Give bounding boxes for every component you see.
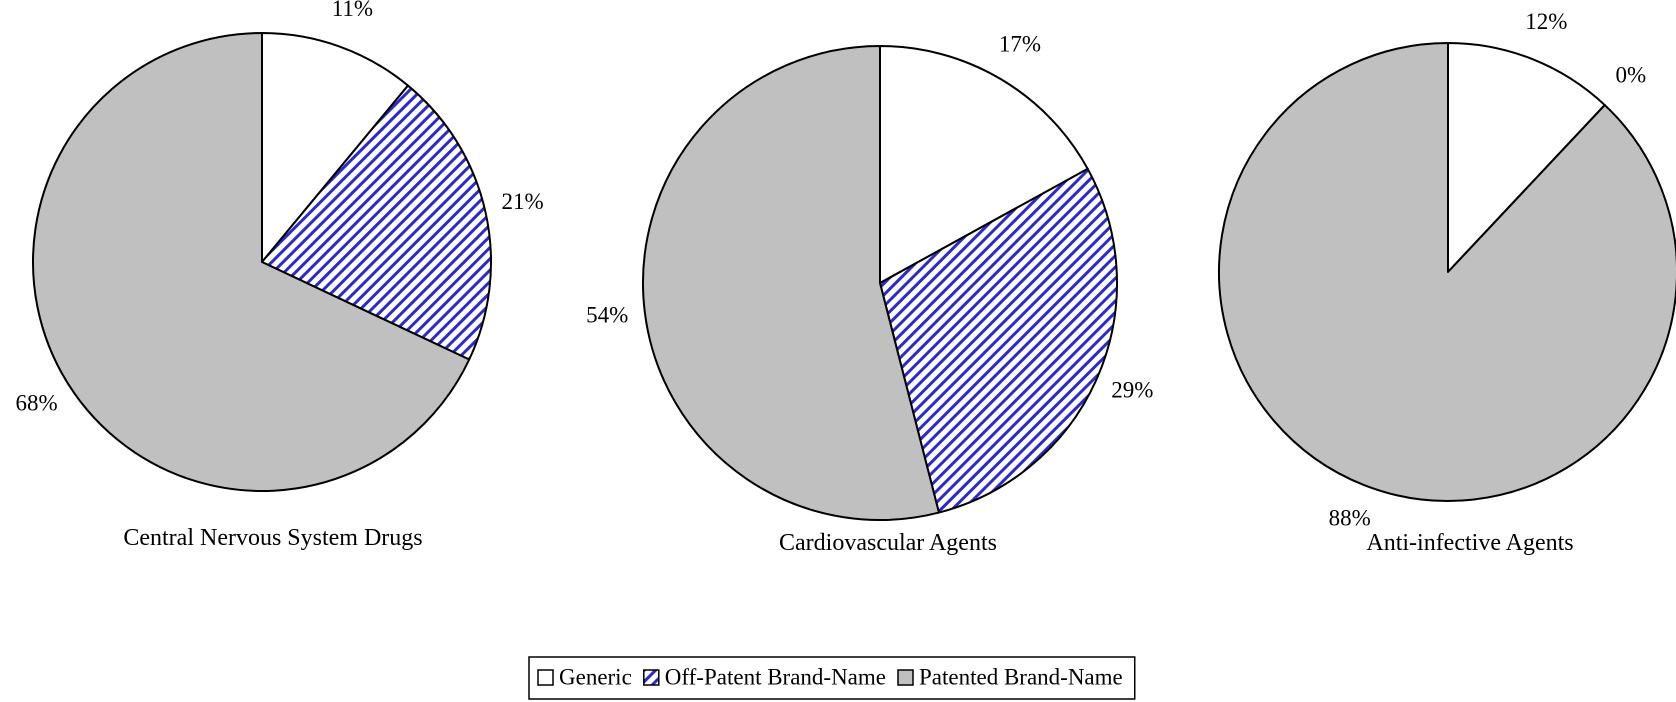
pie-slice (879, 45, 1089, 284)
legend-label: Off-Patent Brand-Name (665, 664, 886, 689)
legend: Generic Off-Patent Brand-Name Patented Bra… (528, 656, 1136, 700)
pie-slice (879, 167, 1118, 514)
pie-slice (261, 84, 492, 361)
data-label: 68% (15, 390, 57, 415)
chart-title: Cardiovascular Agents (779, 530, 997, 556)
data-label: 11% (332, 0, 373, 21)
pie-slice (1447, 42, 1606, 273)
legend-label: Generic (559, 664, 632, 689)
data-label: 21% (501, 189, 543, 214)
legend-box (528, 656, 1136, 700)
chart-title: Anti-infective Agents (1366, 530, 1574, 556)
legend-label: Patented Brand-Name (919, 664, 1123, 689)
data-label: 17% (999, 32, 1041, 57)
data-label: 54% (586, 303, 628, 328)
data-label: 88% (1329, 506, 1371, 531)
legend-swatch (643, 669, 660, 686)
pie-slice (32, 32, 471, 492)
pie-slice (261, 32, 409, 263)
data-label: 0% (1615, 63, 1646, 88)
chart-title: Central Nervous System Drugs (123, 525, 423, 551)
legend-swatch (897, 669, 914, 686)
legend-swatch (537, 669, 554, 686)
pie-slice (1218, 42, 1676, 502)
data-label: 29% (1111, 377, 1153, 402)
pie-slice (642, 45, 940, 521)
data-label: 12% (1525, 9, 1567, 34)
